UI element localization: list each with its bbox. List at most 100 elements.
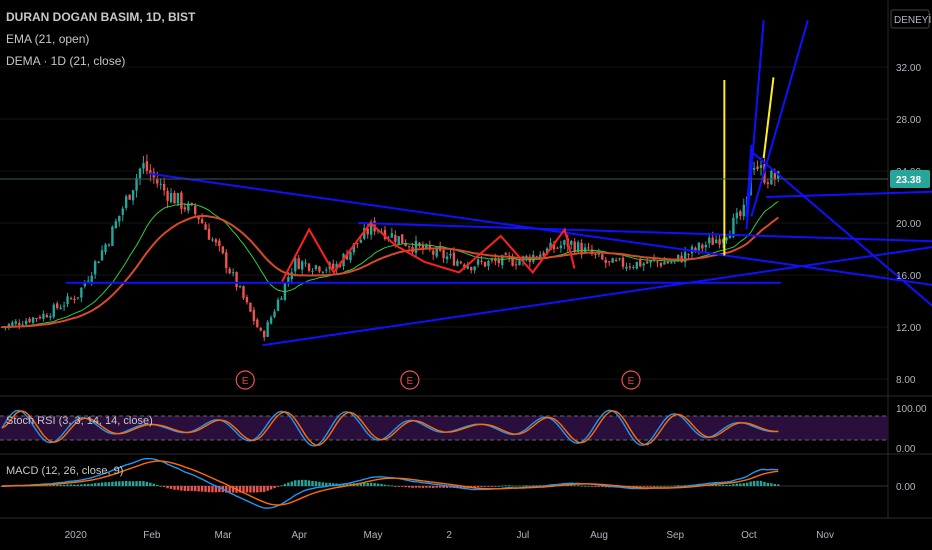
macd-histogram-bar xyxy=(504,485,507,487)
macd-histogram-bar xyxy=(480,486,483,487)
last-price-badge xyxy=(890,170,930,189)
candle-body xyxy=(166,190,169,201)
candle-body xyxy=(138,168,142,179)
macd-histogram-bar xyxy=(677,485,680,487)
candle-body xyxy=(470,266,473,271)
candle-body xyxy=(104,244,107,252)
macd-histogram-bar xyxy=(752,480,756,486)
macd-histogram-bar xyxy=(38,485,42,487)
candle-body xyxy=(535,256,538,258)
candle-body xyxy=(318,266,321,272)
candle-body xyxy=(135,177,138,191)
macd-histogram-bar xyxy=(397,486,400,487)
macd-histogram-bar xyxy=(328,482,331,486)
trend-line xyxy=(750,19,809,217)
candle-body xyxy=(759,164,763,169)
candle-body xyxy=(435,247,438,257)
candle-body xyxy=(549,242,552,251)
macd-histogram-bar xyxy=(725,484,728,486)
macd-histogram-bar xyxy=(156,484,159,486)
candle-body xyxy=(445,256,449,260)
macd-histogram-bar xyxy=(314,481,318,486)
macd-histogram-bar xyxy=(304,479,307,486)
macd-histogram-bar xyxy=(149,482,152,486)
macd-histogram-bar xyxy=(438,486,442,488)
macd-histogram-bar xyxy=(42,485,45,487)
candle-body xyxy=(159,183,162,185)
candle-body xyxy=(518,260,521,266)
macd-histogram-bar xyxy=(266,486,269,491)
macd-histogram-bar xyxy=(342,483,345,486)
macd-histogram-bar xyxy=(100,482,104,486)
candle-body xyxy=(414,240,418,253)
candle-body xyxy=(621,257,625,267)
macd-histogram-bar xyxy=(742,483,745,486)
candle-body xyxy=(87,280,90,282)
candle-body xyxy=(335,263,338,270)
macd-histogram-bar xyxy=(256,486,259,493)
macd-histogram-bar xyxy=(180,486,183,491)
rsi-tick-label: 100.00 xyxy=(896,404,927,415)
macd-histogram-bar xyxy=(773,483,776,486)
macd-histogram-bar xyxy=(225,486,228,493)
macd-histogram-bar xyxy=(59,484,62,486)
price-tick-label: 12.00 xyxy=(896,323,921,334)
candle-body xyxy=(659,262,663,267)
stoch-rsi-label: Stoch RSI (3, 3, 14, 14, close) xyxy=(6,415,153,427)
scale-button xyxy=(890,9,930,29)
price-tick-label: 28.00 xyxy=(896,115,921,126)
macd-histogram-bar xyxy=(290,481,293,486)
candle-body xyxy=(718,239,721,245)
candle-body xyxy=(559,245,563,249)
macd-histogram-bar xyxy=(252,486,256,493)
macd-histogram-bar xyxy=(125,480,128,486)
candle-body xyxy=(35,317,38,319)
macd-histogram-bar xyxy=(332,483,335,486)
macd-histogram-bar xyxy=(756,480,759,486)
candle-body xyxy=(369,221,373,235)
macd-histogram-bar xyxy=(570,484,573,486)
macd-histogram-bar xyxy=(525,485,528,487)
candle-body xyxy=(539,254,542,259)
macd-histogram-bar xyxy=(214,486,218,493)
candle-body xyxy=(149,170,152,175)
earnings-label: E xyxy=(407,376,414,387)
macd-histogram-bar xyxy=(321,482,325,486)
candle-body xyxy=(497,259,500,264)
x-tick-label: Nov xyxy=(816,530,834,541)
candle-body xyxy=(125,196,128,208)
macd-histogram-bar xyxy=(490,486,494,487)
candle-body xyxy=(587,247,590,249)
macd-histogram-bar xyxy=(73,484,76,486)
candle-body xyxy=(349,251,352,261)
macd-histogram-bar xyxy=(76,484,80,486)
candle-body xyxy=(238,286,242,288)
macd-histogram-bar xyxy=(249,486,252,493)
earnings-marker xyxy=(400,370,420,390)
macd-histogram-bar xyxy=(652,485,656,487)
macd-histogram-bar xyxy=(197,486,200,492)
candle-body xyxy=(521,256,525,262)
candle-body xyxy=(194,205,197,215)
candle-body xyxy=(145,161,149,171)
candle-body xyxy=(608,261,611,263)
x-tick-label: May xyxy=(364,530,383,541)
zigzag-pattern xyxy=(281,221,576,282)
candle-body xyxy=(421,244,425,250)
macd-histogram-bar xyxy=(594,486,597,487)
x-tick-label: Feb xyxy=(143,530,161,541)
candle-body xyxy=(708,237,711,244)
trend-line xyxy=(766,190,932,198)
macd-histogram-bar xyxy=(473,486,476,488)
macd-histogram-bar xyxy=(190,486,193,491)
candle-body xyxy=(452,252,456,266)
candle-body xyxy=(656,261,659,263)
candle-body xyxy=(66,296,69,305)
candle-body xyxy=(576,242,580,252)
candle-body xyxy=(18,323,21,326)
macd-histogram-bar xyxy=(387,485,390,486)
x-tick-label: Apr xyxy=(292,530,308,541)
trend-line xyxy=(358,222,932,243)
macd-histogram-bar xyxy=(97,482,100,486)
